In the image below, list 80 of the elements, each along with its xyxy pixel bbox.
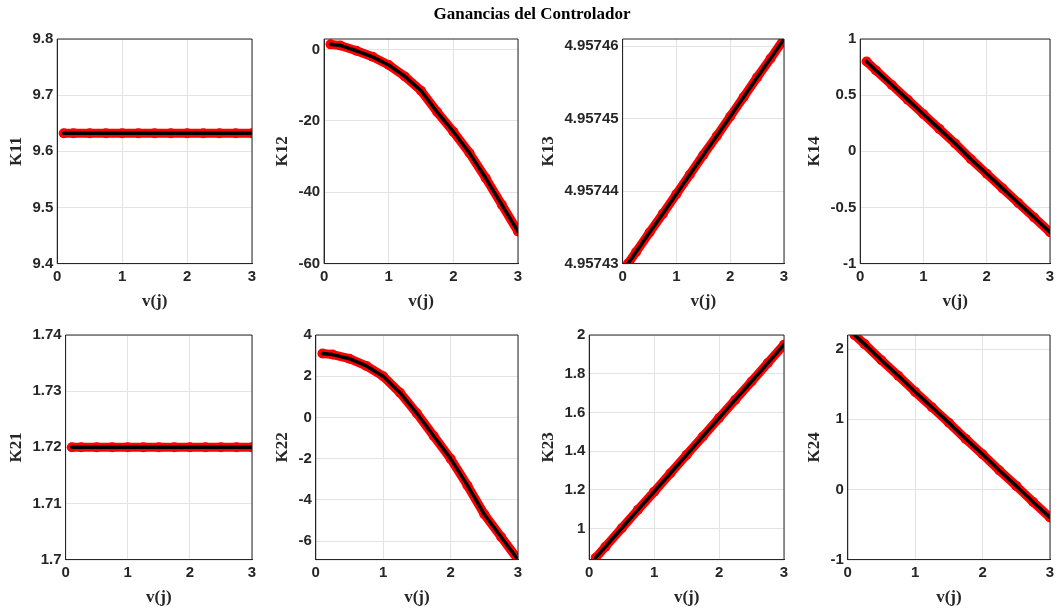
y-axis-title: K22 <box>271 432 291 463</box>
x-tick-label: 1 <box>118 266 127 284</box>
y-tick-label: 1.72 <box>32 437 62 455</box>
y-axis-title: K12 <box>271 136 291 167</box>
text: Ganancias del Controlador <box>432 4 632 24</box>
x-tick-label: 2 <box>185 562 195 580</box>
x-tick-label: 1 <box>910 562 920 580</box>
y-tick-label: 1.74 <box>32 325 63 343</box>
y-tick-label: 0 <box>835 479 844 497</box>
y-tick-label: 1.2 <box>564 480 586 498</box>
x-tick-label: 3 <box>779 562 789 580</box>
x-tick-label: 2 <box>449 266 458 284</box>
y-tick-label: 4.95744 <box>564 181 620 199</box>
y-tick-label: -40 <box>298 182 321 200</box>
y-tick-label: 0 <box>311 39 321 57</box>
y-tick-label: 1 <box>576 518 586 536</box>
y-tick-label: 4.95743 <box>564 253 619 271</box>
x-axis-title: v(j) <box>690 291 717 311</box>
x-axis-title: v(j) <box>404 587 430 607</box>
y-tick-label: 9.7 <box>32 85 54 103</box>
y-tick-label: 2 <box>835 339 844 357</box>
y-tick-label: 1.4 <box>564 441 586 459</box>
x-tick-label: 2 <box>726 266 735 284</box>
x-tick-label: 3 <box>1045 562 1055 580</box>
x-tick-label: 1 <box>650 562 659 580</box>
y-tick-label: 1.7 <box>40 549 62 567</box>
x-tick-label: 3 <box>1045 266 1055 284</box>
y-tick-label: -0.5 <box>830 197 857 215</box>
x-tick-label: 2 <box>978 562 987 580</box>
y-tick-label: 0 <box>303 407 312 425</box>
y-tick-label: 1 <box>835 409 844 427</box>
x-axis-title: v(j) <box>942 291 968 311</box>
y-tick-label: 4 <box>303 325 313 343</box>
x-tick-label: 2 <box>182 266 192 284</box>
x-tick-label: 1 <box>378 562 388 580</box>
y-tick-label: -2 <box>298 448 312 466</box>
y-tick-label: 0 <box>847 141 857 159</box>
y-tick-label: -4 <box>298 489 313 507</box>
x-tick-label: 1 <box>919 266 928 284</box>
y-tick-label: 1.6 <box>564 402 586 420</box>
y-tick-label: -20 <box>298 111 321 129</box>
x-tick-label: 2 <box>446 562 455 580</box>
y-axis-title: K24 <box>803 431 823 463</box>
y-tick-label: 2 <box>303 366 312 384</box>
x-tick-label: 3 <box>779 266 789 284</box>
x-tick-label: 1 <box>672 266 681 284</box>
x-tick-label: 1 <box>384 266 393 284</box>
y-tick-label: -1 <box>830 549 844 567</box>
y-axis-title: K23 <box>537 432 557 463</box>
y-tick-label: 9.5 <box>32 197 54 215</box>
y-tick-label: 1.71 <box>32 493 62 511</box>
y-tick-label: -60 <box>298 253 321 271</box>
y-tick-label: 4.95746 <box>564 36 619 54</box>
x-axis-title: v(j) <box>146 587 172 607</box>
x-axis-title: v(j) <box>408 291 434 311</box>
y-axis-title: K13 <box>537 136 557 167</box>
x-axis-title: v(j) <box>673 587 700 607</box>
y-tick-label: 4.95745 <box>564 108 619 126</box>
x-axis-title: v(j) <box>936 587 962 607</box>
y-tick-label: 2 <box>576 325 586 343</box>
y-tick-label: 1.8 <box>564 363 586 381</box>
y-tick-label: 9.6 <box>32 141 54 159</box>
y-tick-label: 1.73 <box>32 381 62 399</box>
x-tick-label: 2 <box>982 266 991 284</box>
y-tick-label: -1 <box>842 253 857 271</box>
x-axis-title: v(j) <box>141 291 168 311</box>
x-tick-label: 1 <box>123 562 132 580</box>
x-tick-label: 2 <box>714 562 724 580</box>
x-tick-label: 3 <box>247 562 257 580</box>
y-axis-title: K11 <box>5 136 25 166</box>
y-tick-label: -6 <box>298 531 312 549</box>
y-axis-title: K14 <box>803 135 823 167</box>
x-tick-label: 3 <box>513 562 523 580</box>
x-tick-label: 3 <box>247 266 257 284</box>
y-tick-label: 9.4 <box>32 253 54 271</box>
y-tick-label: 1 <box>847 29 857 47</box>
y-tick-label: 9.8 <box>32 29 54 47</box>
y-axis-title: K21 <box>5 432 25 463</box>
y-tick-label: 0.5 <box>835 85 857 103</box>
x-tick-label: 3 <box>513 266 523 284</box>
